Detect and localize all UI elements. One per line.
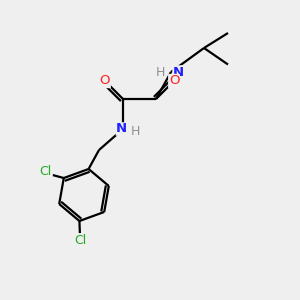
Text: H: H [131,125,140,138]
Text: O: O [169,74,179,88]
Text: Cl: Cl [74,234,86,247]
Text: H: H [156,65,166,79]
Text: N: N [116,122,127,136]
Text: O: O [100,74,110,88]
Text: Cl: Cl [40,165,52,178]
Text: N: N [172,65,184,79]
